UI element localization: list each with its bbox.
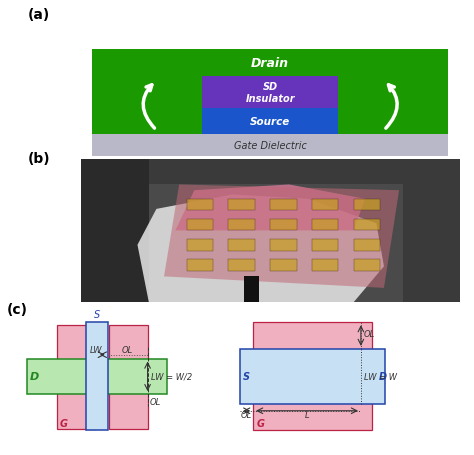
Bar [202, 109, 338, 135]
Bar [109, 390, 147, 430]
Text: Source: Source [250, 117, 290, 127]
Bar [149, 159, 403, 185]
Text: LW = W/2: LW = W/2 [151, 372, 192, 381]
Text: Gate: Gate [255, 165, 285, 175]
Text: G: G [59, 419, 67, 429]
Bar [187, 259, 213, 271]
Bar [354, 259, 380, 271]
Bar [92, 76, 202, 135]
Bar [338, 76, 448, 135]
Text: D: D [30, 372, 39, 381]
Polygon shape [137, 195, 384, 303]
Bar [228, 239, 255, 251]
Text: LW: LW [90, 345, 102, 354]
Text: Drain: Drain [251, 57, 289, 70]
Bar [312, 199, 338, 211]
Text: OL: OL [122, 345, 133, 354]
Bar [312, 219, 338, 231]
Bar [354, 219, 380, 231]
Bar [270, 199, 297, 211]
Bar [354, 239, 380, 251]
Polygon shape [164, 185, 399, 288]
Bar [86, 323, 108, 430]
Text: OL: OL [150, 397, 161, 406]
Bar [202, 76, 338, 109]
Text: L: L [305, 410, 310, 419]
Text: S: S [242, 372, 249, 381]
Bar [228, 199, 255, 211]
Text: OL: OL [364, 329, 375, 338]
Bar [270, 259, 297, 271]
Bar [92, 109, 448, 135]
Bar [354, 199, 380, 211]
Bar [57, 390, 96, 430]
Bar [57, 325, 96, 365]
Bar [187, 239, 213, 251]
Bar [187, 219, 213, 231]
Bar [228, 219, 255, 231]
Bar [270, 219, 297, 231]
Bar [92, 159, 448, 181]
Text: (c): (c) [7, 302, 27, 316]
Text: SD
Insulator: SD Insulator [246, 82, 295, 104]
Bar [253, 323, 372, 430]
Bar [92, 50, 448, 76]
Bar [403, 159, 460, 303]
Bar [244, 277, 259, 303]
Bar [312, 259, 338, 271]
Bar [92, 135, 448, 157]
Bar [228, 259, 255, 271]
Bar [270, 239, 297, 251]
Text: Gate Dielectric: Gate Dielectric [234, 141, 307, 151]
Text: G: G [256, 419, 264, 429]
Bar [27, 359, 167, 394]
Text: LW = W: LW = W [364, 372, 397, 381]
Text: (a): (a) [27, 8, 50, 21]
Bar [312, 239, 338, 251]
Text: (b): (b) [27, 152, 50, 166]
Text: S: S [94, 310, 100, 319]
Bar [81, 159, 149, 303]
Bar [187, 199, 213, 211]
Polygon shape [175, 185, 365, 231]
Text: OL: OL [241, 410, 252, 419]
Bar [240, 349, 384, 404]
Bar [109, 325, 147, 365]
Text: D: D [379, 372, 387, 381]
